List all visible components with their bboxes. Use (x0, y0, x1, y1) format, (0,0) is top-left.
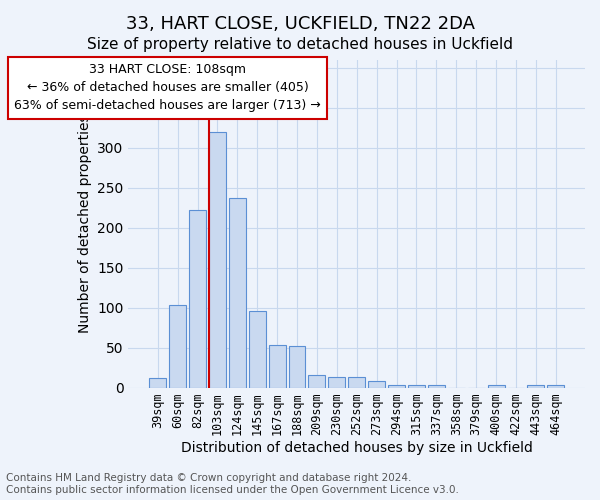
Bar (368, 382, 385, 388)
Bar (348, 378, 365, 388)
Bar (547, 384, 564, 388)
Bar (388, 384, 405, 388)
Bar (149, 378, 166, 388)
Bar (169, 306, 186, 388)
Bar (189, 210, 206, 388)
Bar (209, 132, 226, 388)
X-axis label: Distribution of detached houses by size in Uckfield: Distribution of detached houses by size … (181, 441, 533, 455)
Bar (428, 384, 445, 388)
Bar (328, 376, 345, 388)
Bar (249, 311, 266, 388)
Bar (269, 344, 286, 388)
Bar (408, 384, 425, 388)
Text: Size of property relative to detached houses in Uckfield: Size of property relative to detached ho… (87, 38, 513, 52)
Y-axis label: Number of detached properties: Number of detached properties (77, 114, 92, 333)
Bar (229, 198, 246, 388)
Bar (488, 384, 505, 388)
Text: Contains HM Land Registry data © Crown copyright and database right 2024.
Contai: Contains HM Land Registry data © Crown c… (6, 474, 459, 495)
Text: 33 HART CLOSE: 108sqm
← 36% of detached houses are smaller (405)
63% of semi-det: 33 HART CLOSE: 108sqm ← 36% of detached … (14, 64, 321, 112)
Bar (527, 384, 544, 388)
Bar (289, 346, 305, 388)
Bar (308, 375, 325, 388)
Text: 33, HART CLOSE, UCKFIELD, TN22 2DA: 33, HART CLOSE, UCKFIELD, TN22 2DA (125, 15, 475, 33)
